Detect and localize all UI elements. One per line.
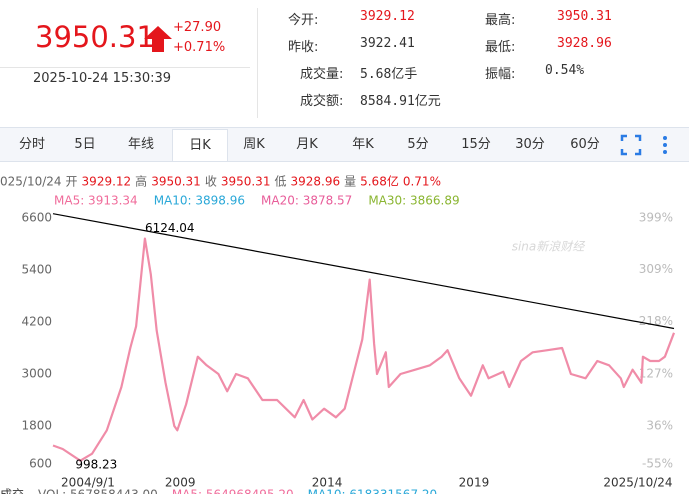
stat-value: 3950.31 bbox=[557, 9, 612, 24]
y-tick-label: 6600 bbox=[21, 211, 52, 225]
tab-bar bbox=[0, 127, 689, 162]
y2-tick-label: 309% bbox=[639, 262, 673, 276]
timestamp: 2025-10-24 15:30:39 bbox=[33, 71, 172, 86]
y2-tick-label: 218% bbox=[639, 314, 673, 328]
stat-value: 8584.91亿元 bbox=[360, 94, 441, 109]
ma-legend: MA30: 3866.89 bbox=[368, 194, 459, 208]
stat-label: 今开: bbox=[288, 13, 319, 28]
tab[interactable]: 分时 bbox=[18, 137, 45, 152]
stat-label: 最低: bbox=[485, 40, 516, 55]
info-text: 高 bbox=[135, 174, 147, 189]
info-text: 量 bbox=[344, 175, 356, 189]
y-tick-label: 5400 bbox=[21, 263, 52, 277]
info-text: 5.68亿 bbox=[360, 174, 399, 189]
info-text: 3928.96 bbox=[290, 175, 340, 189]
y2-tick-label: -55% bbox=[642, 457, 673, 471]
info-text: 低 bbox=[274, 175, 286, 189]
tab[interactable]: 月K bbox=[296, 137, 318, 152]
tab[interactable]: 30分 bbox=[515, 137, 545, 152]
change-pct: +0.71% bbox=[173, 40, 226, 55]
x-tick-label: 2004/9/1 bbox=[61, 476, 115, 490]
price-line bbox=[52, 237, 676, 462]
x-tick-label: 2014 bbox=[312, 476, 343, 490]
y2-tick-label: 399% bbox=[639, 211, 673, 225]
separator bbox=[257, 8, 258, 118]
info-text: 3950.31 bbox=[221, 175, 271, 189]
tab[interactable]: 15分 bbox=[461, 137, 491, 152]
x-tick-label: 2019 bbox=[459, 476, 490, 490]
stat-value: 0.54% bbox=[545, 63, 585, 78]
tab[interactable]: 年线 bbox=[127, 137, 154, 152]
x-tick-label: 2025/10/24 bbox=[603, 476, 672, 490]
x-tick-label: 2009 bbox=[165, 476, 196, 490]
y-tick-label: 1800 bbox=[21, 419, 52, 433]
info-text: 3950.31 bbox=[151, 175, 201, 189]
info-text: 025/10/24 bbox=[0, 175, 62, 189]
info-text: 收 bbox=[205, 175, 217, 189]
ma-legend: MA20: 3878.57 bbox=[261, 194, 352, 208]
footer-text: 成交 bbox=[0, 487, 24, 494]
up-arrow bbox=[144, 26, 172, 52]
tab[interactable]: 5日 bbox=[74, 137, 96, 152]
info-text: 0.71% bbox=[403, 175, 441, 189]
info-text: 开 bbox=[66, 175, 78, 189]
ma-legend: MA5: 3913.34 bbox=[54, 194, 138, 208]
change: +27.90 bbox=[173, 20, 222, 35]
stat-label: 成交量: bbox=[300, 67, 344, 82]
price: 3950.31 bbox=[35, 20, 155, 54]
footer-text: VOL: 567858443.00 bbox=[38, 488, 158, 494]
fullscreen-icon[interactable] bbox=[620, 134, 642, 156]
more-icon[interactable] bbox=[660, 134, 670, 156]
trend-line bbox=[52, 213, 675, 330]
footer-text: MA10: 618331567.20 bbox=[308, 488, 438, 494]
stat-value: 3928.96 bbox=[557, 36, 612, 51]
tab[interactable]: 5分 bbox=[407, 137, 429, 152]
y-tick-label: 4200 bbox=[21, 315, 52, 329]
chart: 025/10/24 开 3929.12 高 3950.31 收 3950.31 低 3928.9… bbox=[0, 174, 676, 494]
annotation: 998.23 bbox=[75, 458, 117, 472]
ma-legend: MA10: 3898.96 bbox=[154, 194, 245, 208]
tab[interactable]: 年K bbox=[352, 137, 374, 152]
divider bbox=[0, 67, 250, 68]
y2-tick-label: 36% bbox=[646, 418, 673, 432]
watermark: sina新浪财经 bbox=[512, 240, 587, 254]
stat-value: 5.68亿手 bbox=[360, 67, 418, 82]
y2-tick-label: 127% bbox=[639, 366, 673, 380]
tab[interactable]: 日K bbox=[172, 129, 228, 161]
stat-value: 3922.41 bbox=[360, 36, 415, 51]
y-tick-label: 600 bbox=[29, 457, 52, 471]
annotation: 6124.04 bbox=[145, 221, 195, 235]
tab[interactable]: 60分 bbox=[570, 137, 600, 152]
stat-value: 3929.12 bbox=[360, 9, 415, 24]
tab[interactable]: 周K bbox=[243, 137, 265, 152]
stat-label: 成交额: bbox=[300, 94, 344, 109]
info-text: 3929.12 bbox=[82, 175, 132, 189]
stat-label: 最高: bbox=[485, 13, 516, 28]
stat-label: 昨收: bbox=[288, 40, 319, 55]
footer-text: MA5: 564968495.20 bbox=[172, 488, 294, 494]
stat-label: 振幅: bbox=[485, 67, 516, 82]
y-tick-label: 3000 bbox=[21, 367, 52, 381]
